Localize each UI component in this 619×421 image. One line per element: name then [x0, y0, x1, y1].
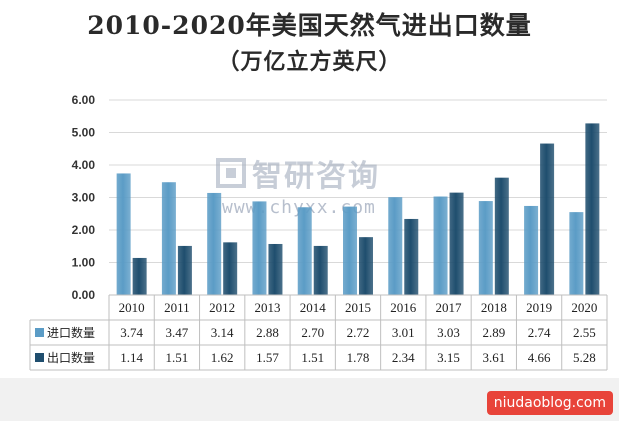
import-bar-2015 [343, 206, 357, 295]
export-legend-label: 出口数量 [47, 350, 95, 365]
export-bar-2019 [540, 143, 555, 295]
table-cell-value: 3.74 [120, 325, 143, 340]
table-cell-value: 1.51 [166, 350, 189, 365]
x-category-label: 2020 [571, 300, 597, 315]
table-cell-value: 1.62 [211, 350, 234, 365]
table-cell-value: 2.89 [482, 325, 505, 340]
y-tick-label: 1.00 [72, 256, 96, 270]
export-bar-2014 [313, 245, 328, 295]
y-tick-label: 3.00 [72, 191, 96, 205]
export-bar-2018 [494, 177, 509, 295]
table-cell-value: 2.55 [573, 325, 596, 340]
x-category-label: 2016 [390, 300, 417, 315]
import-bar-2018 [478, 201, 493, 295]
chart-title: 2010-2020年美国天然气进出口数量 [87, 11, 532, 40]
table-cell-value: 1.51 [301, 350, 324, 365]
y-tick-label: 5.00 [72, 126, 96, 140]
y-tick-label: 0.00 [72, 288, 96, 302]
y-tick-label: 4.00 [72, 158, 96, 172]
export-bar-2013 [268, 243, 283, 295]
watermark-name: 智研咨询 [252, 159, 380, 194]
table-cell-value: 3.03 [437, 325, 460, 340]
y-tick-label: 6.00 [72, 93, 96, 107]
table-cell-value: 2.72 [347, 325, 370, 340]
table-cell-value: 3.01 [392, 325, 415, 340]
import-bar-2019 [524, 205, 539, 295]
x-category-label: 2019 [526, 300, 552, 315]
chart-subtitle-unit: （万亿立方英尺） [217, 49, 402, 75]
table-cell-value: 1.78 [347, 350, 370, 365]
export-bar-2016 [404, 218, 419, 295]
import-bar-2017 [433, 196, 448, 295]
table-cell-value: 1.57 [256, 350, 279, 365]
table-cell-value: 2.74 [528, 325, 551, 340]
import-bar-2014 [297, 207, 312, 295]
watermark-logo-icon [216, 158, 246, 188]
import-legend-swatch [35, 328, 44, 337]
x-category-label: 2012 [209, 300, 235, 315]
table-cell-value: 2.88 [256, 325, 279, 340]
import-bar-2011 [161, 182, 176, 295]
export-legend-swatch [35, 353, 44, 362]
table-cell-value: 3.47 [166, 325, 189, 340]
x-category-label: 2011 [164, 300, 190, 315]
y-tick-label: 2.00 [72, 223, 96, 237]
import-bar-2013 [252, 201, 267, 295]
x-category-label: 2014 [300, 300, 327, 315]
x-category-label: 2017 [436, 300, 463, 315]
export-bar-2011 [177, 245, 192, 295]
import-bar-2020 [569, 212, 584, 295]
table-cell-value: 1.14 [120, 350, 143, 365]
data-table: 2010 2011 2012 2013 2014 2015 2016 2017 2018 2019… [29, 294, 608, 371]
table-cell-value: 5.28 [573, 350, 596, 365]
export-bar-2015 [359, 237, 373, 295]
export-bar-2010 [132, 257, 147, 295]
export-bar-2020 [585, 123, 600, 296]
table-cell-value: 3.15 [437, 350, 460, 365]
footer-watermark-badge: niudaoblog.com [486, 391, 613, 415]
x-category-label: 2013 [254, 300, 280, 315]
y-axis-ticks: 0.00 1.00 2.00 3.00 4.00 5.00 6.00 [72, 93, 96, 302]
import-legend-label: 进口数量 [47, 325, 95, 340]
x-category-label: 2018 [481, 300, 507, 315]
table-cell-value: 3.14 [211, 325, 234, 340]
table-cell-value: 2.70 [301, 325, 324, 340]
x-category-label: 2010 [119, 300, 145, 315]
export-bar-2017 [449, 192, 464, 295]
table-cell-value: 2.34 [392, 350, 415, 365]
bars [116, 123, 600, 296]
export-bar-2012 [223, 242, 238, 295]
x-category-label: 2015 [345, 300, 371, 315]
table-cell-value: 4.66 [528, 350, 551, 365]
table-cell-value: 3.61 [482, 350, 505, 365]
import-bar-2012 [207, 192, 222, 295]
import-bar-2016 [388, 197, 403, 295]
import-bar-2010 [116, 173, 131, 295]
